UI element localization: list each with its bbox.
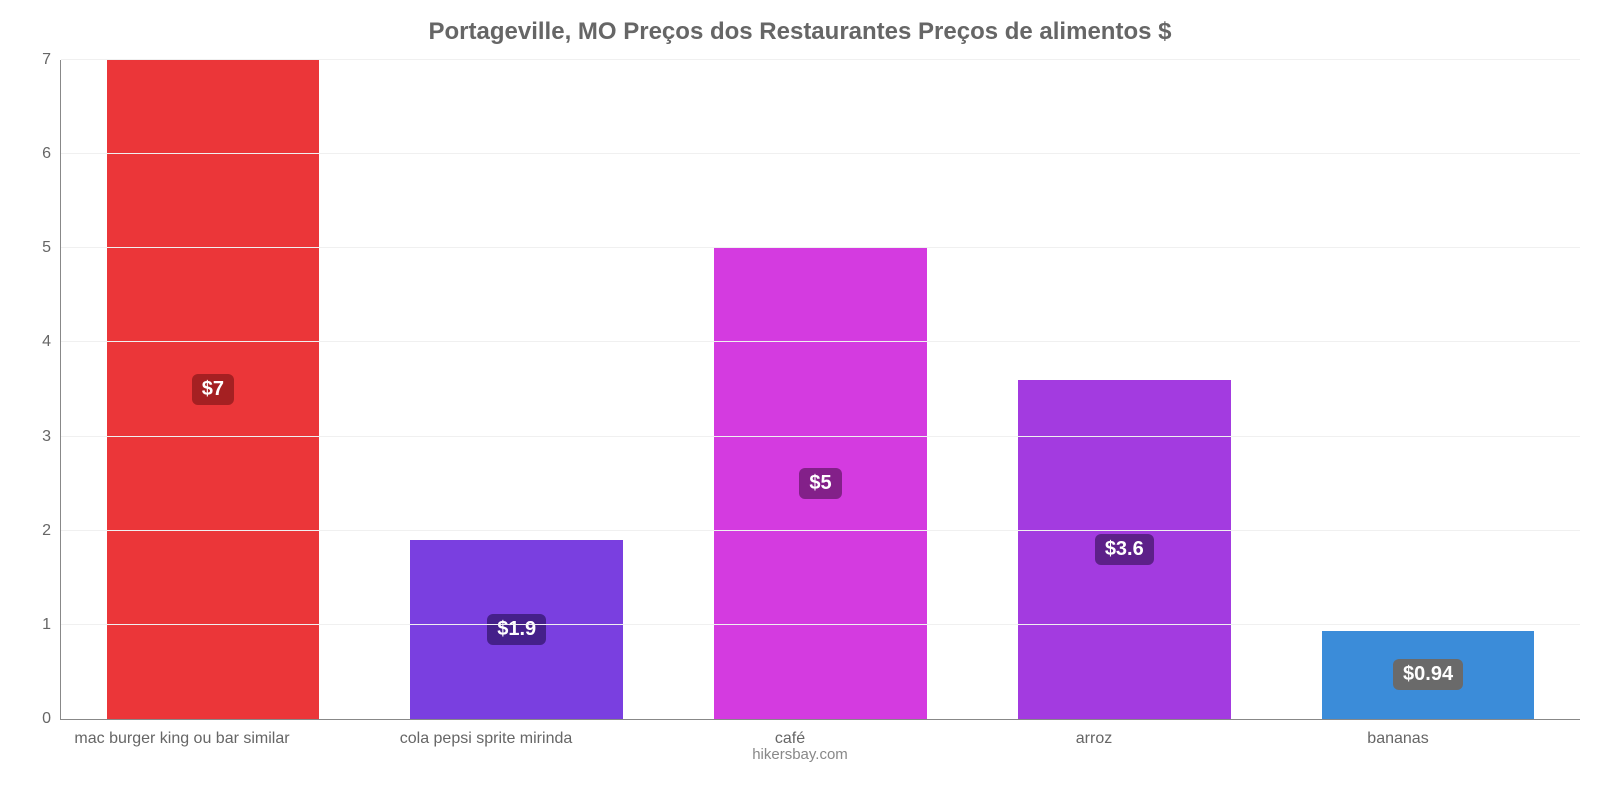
- chart-container: Portageville, MO Preços dos Restaurantes…: [0, 0, 1600, 800]
- bar: $1.9: [410, 540, 623, 719]
- grid-line: [61, 436, 1580, 437]
- chart-footer: hikersbay.com: [30, 746, 1570, 763]
- y-tick-label: 1: [42, 616, 61, 634]
- chart-title: Portageville, MO Preços dos Restaurantes…: [30, 18, 1570, 46]
- grid-line: [61, 530, 1580, 531]
- y-tick-label: 5: [42, 239, 61, 257]
- bar-slot: $5: [669, 60, 973, 719]
- y-tick-label: 3: [42, 428, 61, 446]
- bar: $0.94: [1322, 631, 1535, 719]
- bar-slot: $7: [61, 60, 365, 719]
- y-tick-label: 6: [42, 145, 61, 163]
- x-axis-label: cola pepsi sprite mirinda: [334, 726, 638, 748]
- grid-line: [61, 624, 1580, 625]
- bar-value-label: $7: [192, 374, 234, 405]
- bar-slot: $0.94: [1276, 60, 1580, 719]
- bars-row: $7 $1.9 $5 $3.6 $0.94: [61, 60, 1580, 719]
- bar-value-label: $0.94: [1393, 659, 1463, 690]
- bar: $5: [714, 248, 927, 719]
- x-axis-label: bananas: [1246, 726, 1550, 748]
- grid-line: [61, 247, 1580, 248]
- grid-line: [61, 153, 1580, 154]
- plot-area: $7$1.9$5$3.6$0.94 01234567: [60, 60, 1580, 720]
- grid-line: [61, 59, 1580, 60]
- y-tick-label: 7: [42, 51, 61, 69]
- x-axis-label: arroz: [942, 726, 1246, 748]
- bar-slot: $1.9: [365, 60, 669, 719]
- x-axis-labels: mac burger king ou bar similarcola pepsi…: [30, 726, 1550, 748]
- bar: $7: [107, 60, 320, 719]
- bar-value-label: $3.6: [1095, 534, 1154, 565]
- y-tick-label: 2: [42, 522, 61, 540]
- bar-value-label: $1.9: [487, 614, 546, 645]
- y-tick-label: 4: [42, 333, 61, 351]
- bar-slot: $3.6: [972, 60, 1276, 719]
- bar-value-label: $5: [799, 468, 841, 499]
- x-axis-label: mac burger king ou bar similar: [30, 726, 334, 748]
- grid-line: [61, 341, 1580, 342]
- x-axis-label: café: [638, 726, 942, 748]
- bar: $3.6: [1018, 380, 1231, 719]
